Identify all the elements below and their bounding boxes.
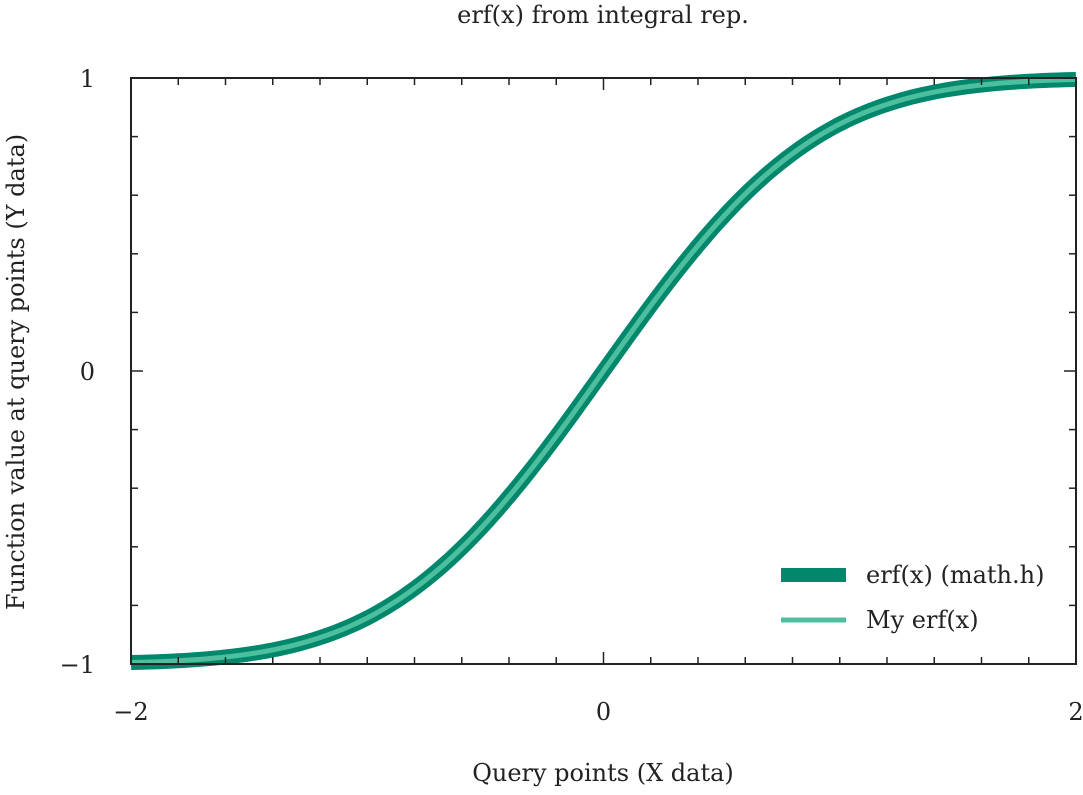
y-axis-label: Function value at query points (Y data) xyxy=(2,134,30,610)
y-tick-label: 0 xyxy=(80,358,95,386)
series-line-2 xyxy=(130,76,1077,666)
x-axis-label: Query points (X data) xyxy=(472,759,734,787)
legend-label-2: My erf(x) xyxy=(866,606,979,634)
x-tick-label: 0 xyxy=(596,698,611,726)
y-tick-label: −1 xyxy=(60,651,95,679)
y-tick-label: 1 xyxy=(80,65,95,93)
legend-label-1: erf(x) (math.h) xyxy=(866,561,1044,589)
chart-title: erf(x) from integral rep. xyxy=(457,1,749,29)
x-tick-label: 2 xyxy=(1068,698,1083,726)
x-tick-label: −2 xyxy=(113,698,148,726)
legend: erf(x) (math.h) My erf(x) xyxy=(781,561,1044,634)
plot-area: −2 0 2 −1 0 1 xyxy=(60,65,1083,726)
